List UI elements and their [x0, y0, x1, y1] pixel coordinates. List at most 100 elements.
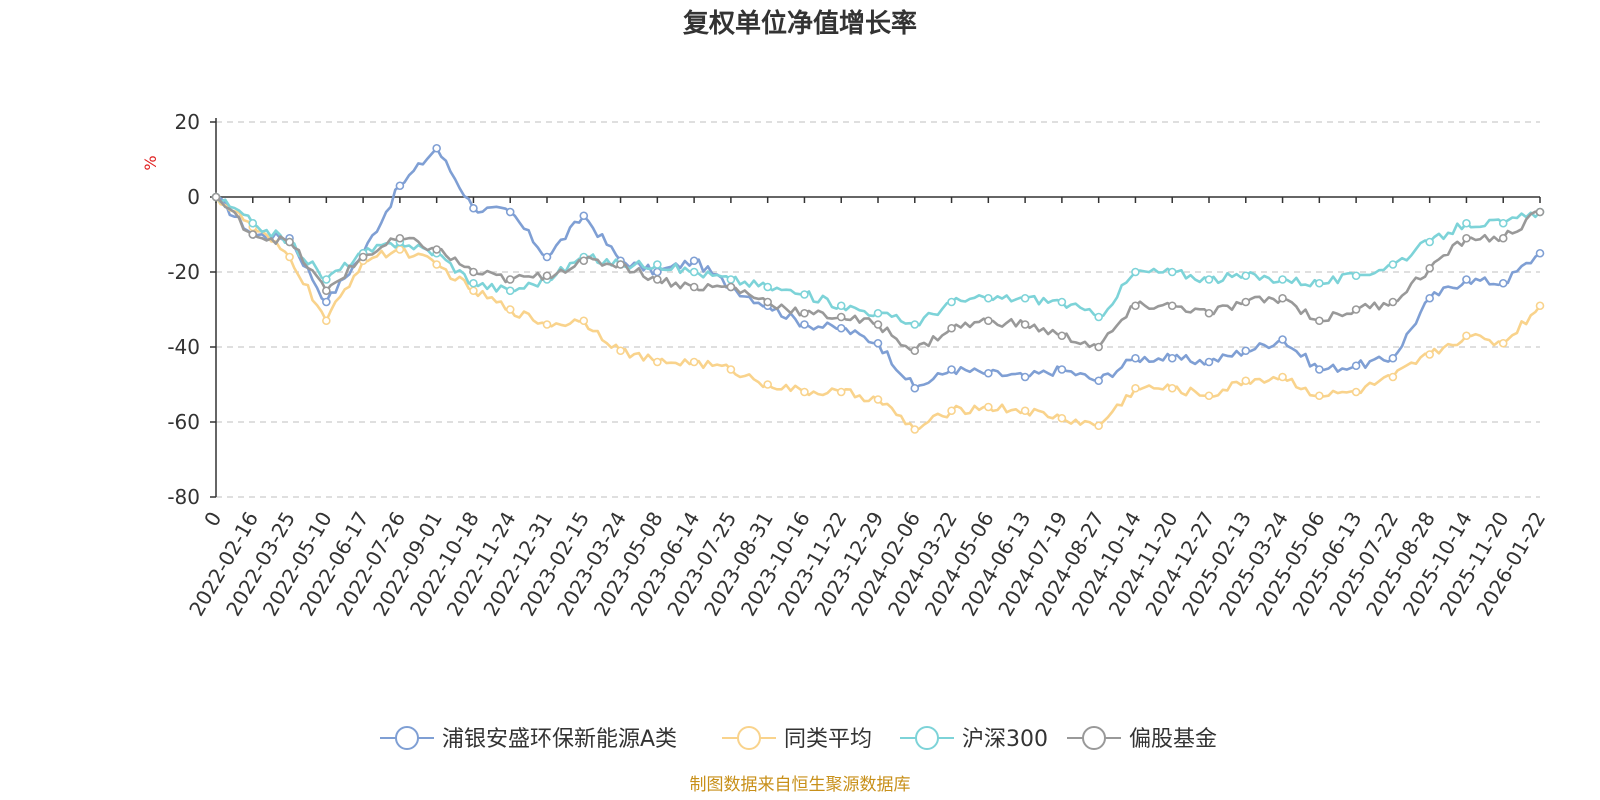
data-point	[1498, 218, 1508, 228]
data-point	[984, 316, 993, 326]
legend-label: 偏股基金	[1129, 727, 1217, 752]
data-point	[432, 260, 441, 269]
data-point	[1241, 346, 1251, 356]
data-point	[1204, 391, 1214, 401]
data-point	[873, 308, 883, 318]
data-point	[395, 181, 405, 191]
data-point	[1020, 406, 1030, 416]
data-point	[616, 346, 625, 356]
data-point	[505, 275, 515, 284]
data-point	[1315, 278, 1324, 288]
data-point	[469, 203, 478, 213]
data-point	[653, 275, 662, 284]
data-point	[1425, 263, 1434, 273]
data-point	[800, 290, 809, 299]
data-point	[947, 323, 956, 333]
legend-item[interactable]: 偏股基金	[1067, 726, 1217, 752]
data-point	[579, 211, 589, 221]
data-point	[1278, 372, 1287, 382]
data-point	[689, 267, 699, 277]
data-point	[1462, 218, 1471, 228]
data-point	[1315, 316, 1324, 326]
data-point	[505, 207, 515, 217]
data-point	[395, 245, 405, 254]
legend[interactable]: 浦银安盛环保新能源A类 同类平均 沪深300 偏股基金	[380, 726, 1217, 752]
data-point	[1278, 335, 1287, 344]
x-axis-ticks: 02022-02-162022-03-252022-05-102022-06-1…	[184, 197, 1550, 620]
data-point	[1204, 275, 1214, 284]
data-point	[1204, 308, 1214, 318]
data-point	[1351, 305, 1361, 314]
data-point	[726, 365, 736, 374]
data-point	[505, 305, 515, 314]
data-point	[469, 267, 478, 277]
data-point	[910, 346, 920, 356]
data-point	[1351, 271, 1361, 281]
legend-marker	[1082, 726, 1106, 750]
data-point	[910, 383, 920, 393]
y-tick-label: 20	[175, 110, 200, 134]
data-point	[689, 256, 699, 266]
data-point	[910, 320, 920, 329]
y-tick-label: -40	[167, 335, 200, 359]
data-point	[432, 143, 441, 153]
data-point	[1020, 293, 1030, 303]
data-point	[1057, 365, 1067, 374]
data-point	[1057, 413, 1067, 423]
data-point	[579, 256, 589, 266]
data-point	[1388, 353, 1398, 363]
data-point	[873, 395, 883, 404]
data-point	[800, 387, 809, 397]
data-point	[358, 252, 368, 262]
legend-marker	[737, 726, 761, 750]
data-point	[1535, 301, 1545, 311]
data-point	[653, 357, 662, 367]
data-point	[1057, 331, 1067, 341]
data-point	[1388, 260, 1398, 269]
data-point	[1131, 301, 1140, 311]
data-point	[1462, 275, 1471, 284]
data-point	[248, 218, 258, 228]
data-point	[1315, 365, 1324, 374]
data-point	[1167, 267, 1177, 277]
data-point	[1498, 233, 1508, 243]
data-point	[1315, 391, 1324, 401]
legend-item[interactable]: 沪深300	[900, 726, 1048, 752]
data-point	[1131, 267, 1140, 277]
x-tick-label: 0	[199, 508, 226, 531]
data-point	[505, 286, 515, 296]
legend-marker	[395, 726, 419, 750]
data-point	[1535, 248, 1545, 258]
data-point	[763, 297, 772, 307]
data-point	[947, 406, 956, 416]
data-point	[248, 230, 258, 239]
data-point	[1131, 353, 1140, 363]
legend-item[interactable]: 同类平均	[722, 726, 872, 752]
data-point	[1278, 293, 1287, 303]
data-point	[726, 282, 736, 292]
data-point	[1131, 383, 1140, 393]
y-axis-label: %	[141, 155, 160, 170]
data-point	[1094, 342, 1103, 352]
data-point	[873, 338, 883, 348]
data-point	[1094, 312, 1103, 322]
data-point	[211, 192, 221, 202]
data-point	[616, 260, 625, 269]
data-point	[1020, 320, 1030, 329]
data-source: 制图数据来自恒生聚源数据库	[690, 775, 911, 795]
data-point	[653, 260, 662, 269]
series-lines	[211, 143, 1545, 434]
y-tick-label: -80	[167, 485, 200, 509]
data-point	[285, 237, 294, 247]
data-point	[1388, 297, 1398, 307]
legend-item[interactable]: 浦银安盛环保新能源A类	[380, 726, 677, 752]
data-point	[984, 293, 993, 303]
data-point	[836, 301, 846, 311]
data-point	[1241, 297, 1251, 307]
data-point	[1425, 237, 1434, 247]
data-point	[542, 320, 552, 329]
y-tick-label: -20	[167, 260, 200, 284]
data-point	[836, 387, 846, 397]
data-point	[763, 282, 772, 292]
data-point	[1167, 353, 1177, 363]
